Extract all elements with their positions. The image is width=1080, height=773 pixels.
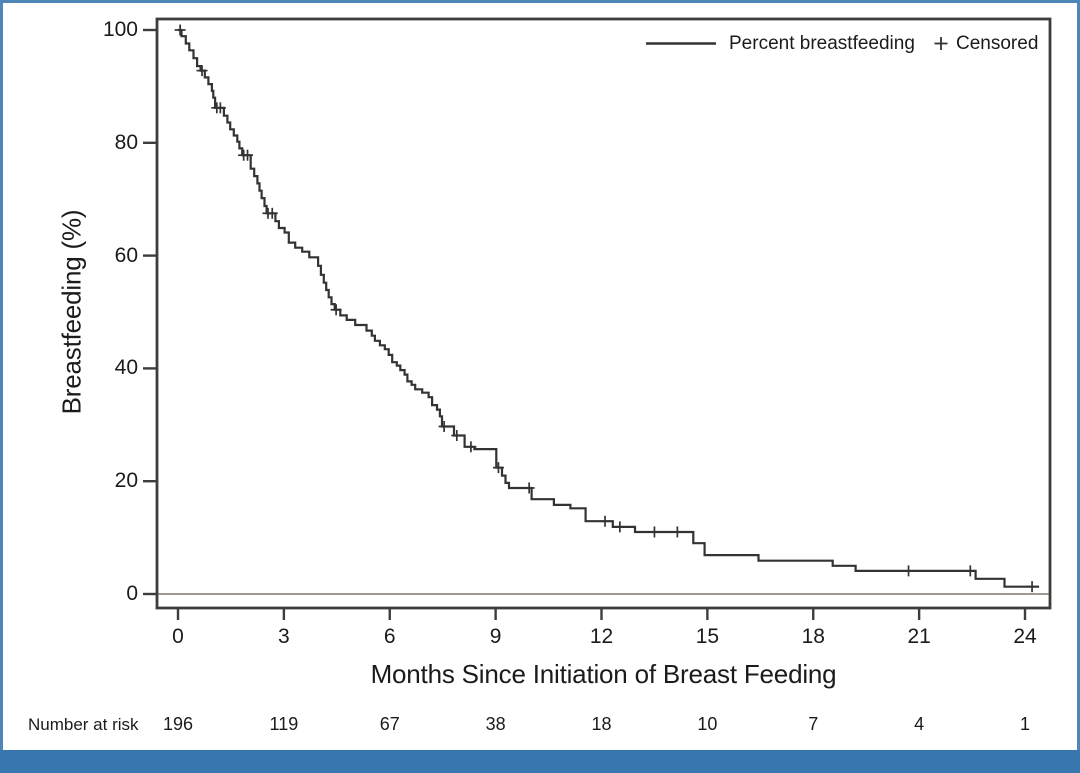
risk-count: 18 — [591, 714, 612, 734]
legend-censored-label: Censored — [956, 33, 1039, 54]
y-tick-label: 40 — [114, 356, 138, 380]
x-tick-label: 0 — [172, 625, 184, 648]
y-tick-label: 100 — [102, 18, 138, 41]
x-tick-label: 24 — [1013, 625, 1037, 648]
km-curve — [178, 28, 1040, 588]
risk-count: 7 — [808, 714, 819, 734]
y-tick-label: 0 — [126, 582, 138, 605]
legend-series-label: Percent breastfeeding — [729, 33, 915, 54]
risk-count: 38 — [485, 714, 506, 734]
x-tick-label: 3 — [278, 625, 290, 648]
y-tick-label: 80 — [114, 130, 138, 154]
y-tick-label: 20 — [114, 469, 138, 493]
frame-border-right — [1077, 0, 1080, 773]
x-tick-label: 15 — [695, 625, 720, 648]
x-tick-label: 9 — [489, 625, 502, 648]
frame-border-top — [0, 0, 1080, 3]
y-axis-label: Breastfeeding (%) — [56, 209, 87, 415]
x-axis-label: Months Since Initiation of Breast Feedin… — [370, 659, 837, 689]
x-tick-label: 12 — [589, 625, 614, 648]
risk-count: 119 — [269, 714, 299, 734]
x-tick-label: 18 — [801, 625, 825, 648]
risk-count: 4 — [914, 714, 925, 734]
y-tick-label: 60 — [114, 243, 138, 267]
risk-count: 67 — [379, 714, 400, 734]
risk-count: 10 — [697, 714, 718, 734]
x-tick-label: 6 — [383, 625, 396, 648]
frame-bottom-bar — [0, 750, 1080, 773]
risk-count: 1 — [1019, 714, 1030, 734]
risk-count: 196 — [162, 714, 194, 734]
number-at-risk-label: Number at risk — [28, 715, 139, 734]
x-tick-label: 21 — [907, 625, 931, 648]
plot-border — [155, 17, 1052, 610]
frame-border-left — [0, 0, 3, 773]
